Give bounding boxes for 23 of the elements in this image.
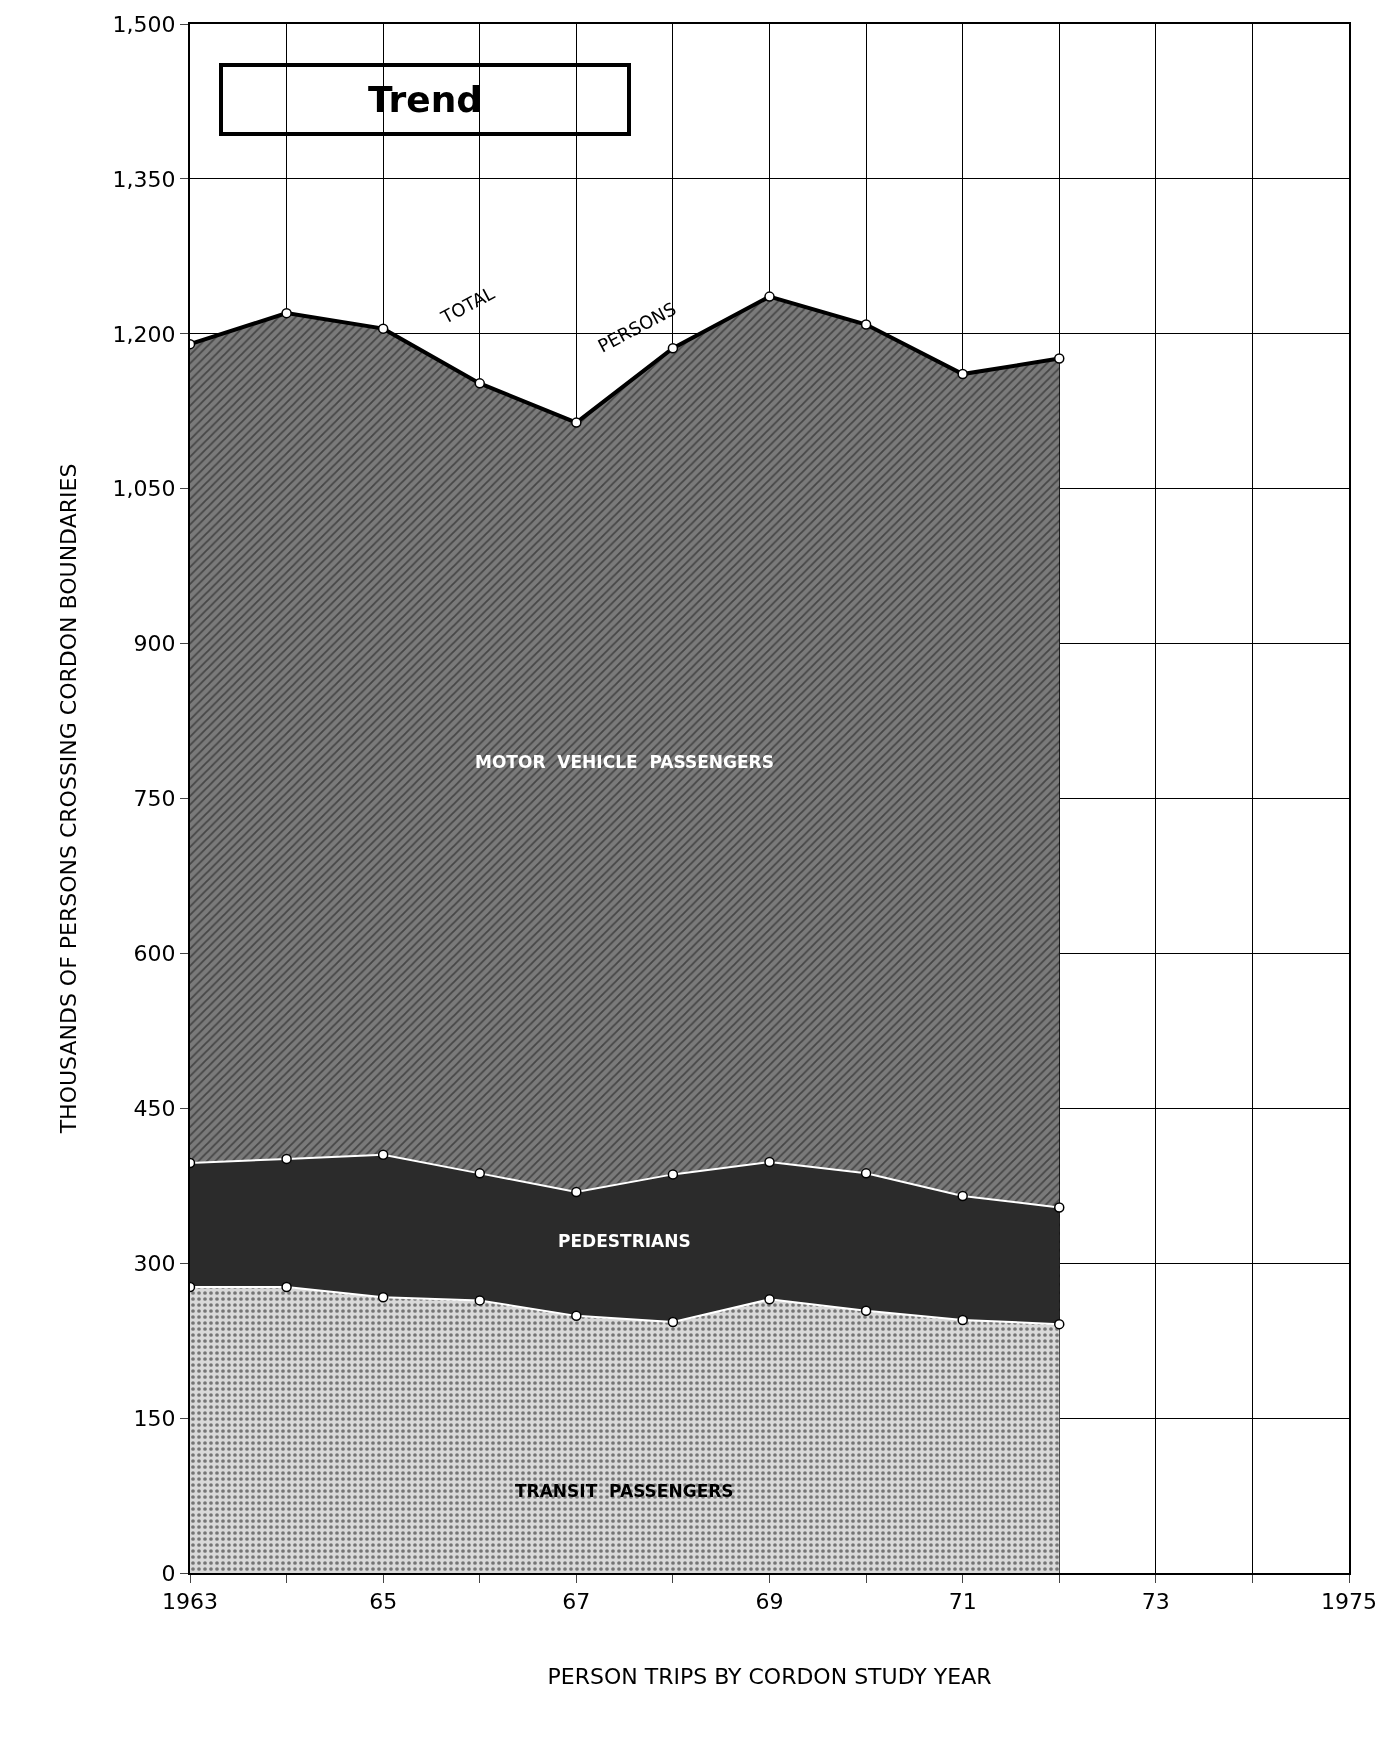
x-axis-title: PERSON TRIPS BY CORDON STUDY YEAR <box>547 1663 992 1689</box>
x-tick-label: 69 <box>755 1589 784 1615</box>
y-tick-label: 1,350 <box>112 166 176 192</box>
x-tick-label: 1963 <box>162 1589 218 1615</box>
y-tick-label: 750 <box>133 786 176 812</box>
series-label: TRANSIT PASSENGERS <box>515 1481 734 1501</box>
x-tick-label: 65 <box>369 1589 398 1615</box>
y-tick-label: 0 <box>161 1560 176 1586</box>
y-tick-label: 300 <box>133 1250 176 1276</box>
y-tick-label: 900 <box>133 631 176 657</box>
y-tick-label: 150 <box>133 1405 176 1431</box>
y-tick-label: 600 <box>133 941 176 967</box>
y-tick-label: 1,050 <box>112 476 176 502</box>
series-label: PEDESTRIANS <box>558 1231 691 1251</box>
y-axis-title: THOUSANDS OF PERSONS CROSSING CORDON BOUNDARIES <box>55 463 81 1135</box>
x-tick-label: 67 <box>562 1589 591 1615</box>
x-tick-label: 1975 <box>1321 1589 1377 1615</box>
x-tick-label: 73 <box>1141 1589 1170 1615</box>
y-tick-label: 1,500 <box>112 11 176 37</box>
x-tick-label: 71 <box>948 1589 977 1615</box>
y-tick-label: 450 <box>133 1096 176 1121</box>
y-tick-label: 1,200 <box>112 321 176 347</box>
series-label: MOTOR VEHICLE PASSENGERS <box>475 752 774 772</box>
